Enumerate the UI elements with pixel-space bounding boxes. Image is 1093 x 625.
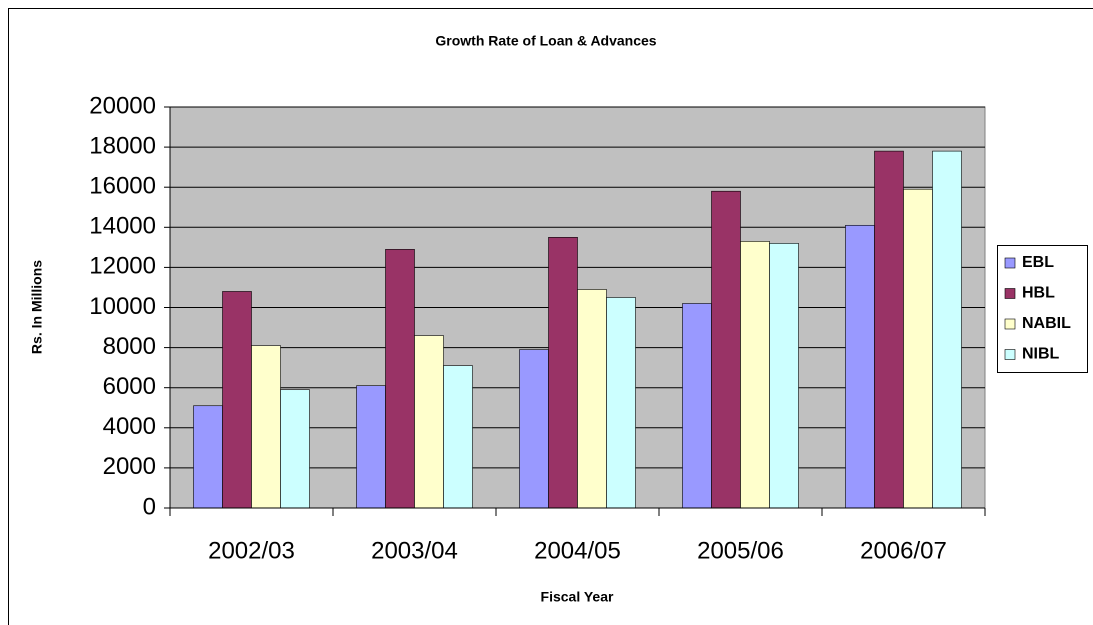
y-tick-label: 4000 [103, 413, 156, 440]
bar [606, 297, 636, 509]
legend-label: NABIL [1022, 315, 1071, 332]
x-tick-label: 2005/06 [697, 537, 784, 564]
legend-label: NIBL [1022, 346, 1060, 363]
bar [548, 237, 578, 509]
y-tick-label: 0 [143, 493, 156, 520]
bar [740, 241, 770, 509]
bar [356, 385, 386, 509]
bar [769, 243, 799, 509]
y-tick-label: 2000 [103, 453, 156, 480]
legend-swatch [1004, 318, 1016, 330]
bar [932, 150, 962, 509]
bar [577, 289, 607, 509]
bar [251, 345, 281, 509]
legend-label: HBL [1022, 285, 1055, 302]
bar [193, 405, 223, 509]
bar [222, 291, 252, 509]
y-tick-label: 8000 [103, 333, 156, 360]
bar [443, 365, 473, 509]
legend-swatch [1004, 257, 1016, 269]
bar [385, 249, 415, 509]
x-tick-label: 2006/07 [860, 537, 947, 564]
legend-swatch [1004, 288, 1016, 299]
bar [519, 349, 549, 509]
x-tick-label: 2003/04 [371, 537, 458, 564]
bar [874, 150, 904, 509]
bar [903, 188, 933, 509]
x-axis-label: Fiscal Year [541, 589, 614, 605]
legend-label: EBL [1022, 254, 1054, 271]
y-tick-label: 12000 [89, 253, 156, 280]
bar [845, 224, 875, 509]
y-tick-label: 16000 [89, 173, 156, 200]
y-tick-label: 6000 [103, 373, 156, 400]
y-tick-label: 14000 [89, 213, 156, 240]
y-axis-label: Rs. In Millions [29, 260, 45, 354]
chart-title: Growth Rate of Loan & Advances [435, 33, 656, 49]
x-tick-label: 2004/05 [534, 537, 621, 564]
bar [682, 303, 712, 509]
bar [414, 335, 444, 509]
y-tick-label: 18000 [89, 132, 156, 159]
y-tick-label: 10000 [89, 293, 156, 320]
x-tick-label: 2002/03 [208, 537, 295, 564]
bar [711, 190, 741, 509]
y-tick-label: 20000 [89, 92, 156, 119]
bar [280, 389, 310, 509]
legend-swatch [1004, 349, 1016, 360]
